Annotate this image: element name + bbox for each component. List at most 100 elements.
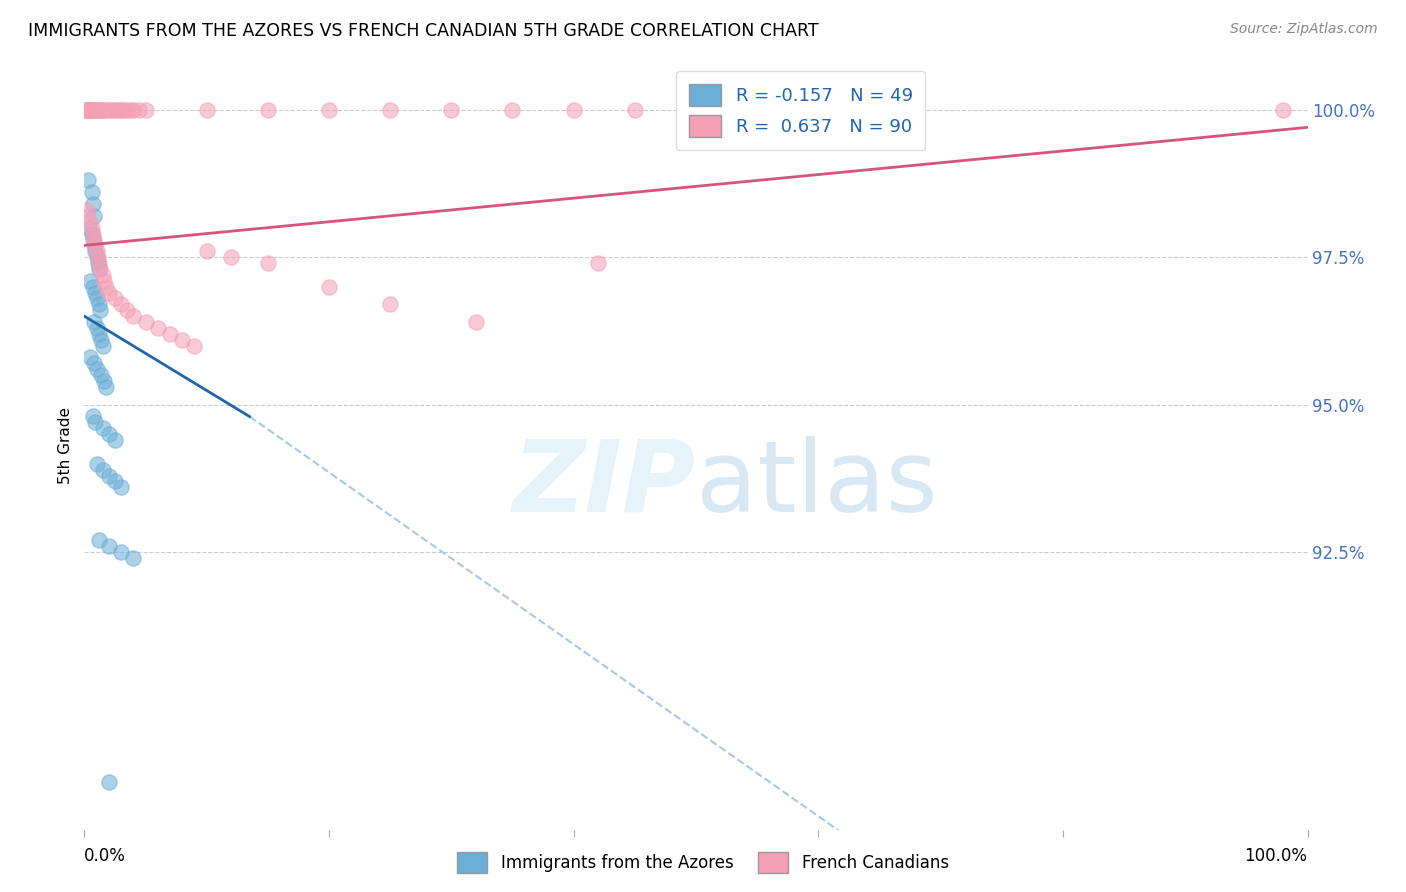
Point [82, 279, 104, 293]
Point [82, 197, 104, 211]
Point [83, 232, 105, 246]
Point [685, 103, 707, 117]
Point [257, 103, 280, 117]
Point [80, 103, 103, 117]
Point [586, 256, 609, 270]
Point [91, 462, 114, 476]
Point [96, 279, 118, 293]
Point [100, 103, 122, 117]
Point [89, 262, 111, 277]
Point [91, 103, 114, 117]
Point [318, 103, 340, 117]
Point [807, 103, 830, 117]
Point [107, 103, 129, 117]
Point [77, 173, 100, 187]
Point [97, 468, 120, 483]
Point [84, 416, 107, 430]
Point [122, 309, 145, 323]
Point [110, 480, 132, 494]
Point [105, 103, 128, 117]
Point [96, 380, 118, 394]
Point [75, 103, 97, 117]
Point [1272, 103, 1295, 117]
Point [87, 297, 110, 311]
Point [80, 227, 103, 241]
Point [172, 333, 194, 347]
Point [257, 256, 280, 270]
Point [87, 262, 110, 277]
Point [562, 103, 585, 117]
Point [159, 326, 181, 341]
Text: 0.0%: 0.0% [84, 847, 127, 865]
Point [93, 274, 115, 288]
Point [115, 303, 138, 318]
Point [87, 326, 110, 341]
Point [97, 103, 120, 117]
Point [104, 475, 127, 489]
Point [195, 244, 218, 259]
Point [110, 545, 132, 559]
Point [80, 186, 103, 200]
Point [77, 103, 100, 117]
Point [82, 232, 104, 246]
Point [869, 103, 891, 117]
Point [91, 339, 114, 353]
Point [318, 279, 340, 293]
Point [77, 103, 100, 117]
Point [440, 103, 463, 117]
Point [86, 292, 108, 306]
Point [79, 215, 101, 229]
Point [79, 103, 101, 117]
Point [79, 103, 101, 117]
Point [747, 103, 769, 117]
Point [502, 103, 524, 117]
Point [110, 103, 132, 117]
Point [84, 285, 107, 300]
Point [219, 250, 242, 264]
Point [86, 103, 108, 117]
Text: atlas: atlas [696, 436, 938, 533]
Point [93, 103, 115, 117]
Point [90, 333, 112, 347]
Point [146, 321, 169, 335]
Point [82, 227, 104, 241]
Legend: R = -0.157   N = 49, R =  0.637   N = 90: R = -0.157 N = 49, R = 0.637 N = 90 [676, 71, 925, 150]
Point [135, 103, 157, 117]
Legend: Immigrants from the Azores, French Canadians: Immigrants from the Azores, French Canad… [450, 846, 956, 880]
Point [87, 103, 110, 117]
Point [380, 103, 402, 117]
Point [91, 421, 114, 435]
Point [79, 103, 101, 117]
Point [97, 539, 120, 553]
Point [86, 362, 108, 376]
Text: IMMIGRANTS FROM THE AZORES VS FRENCH CANADIAN 5TH GRADE CORRELATION CHART: IMMIGRANTS FROM THE AZORES VS FRENCH CAN… [28, 22, 818, 40]
Point [84, 103, 107, 117]
Point [103, 103, 125, 117]
Point [90, 103, 112, 117]
Point [183, 339, 205, 353]
Point [624, 103, 647, 117]
Point [76, 103, 98, 117]
Text: ZIP: ZIP [513, 436, 696, 533]
Point [82, 409, 104, 424]
Point [195, 103, 218, 117]
Point [84, 238, 107, 252]
Point [112, 103, 135, 117]
Point [87, 103, 110, 117]
Point [89, 303, 111, 318]
Point [77, 103, 100, 117]
Point [122, 551, 145, 566]
Point [87, 256, 110, 270]
Point [128, 103, 150, 117]
Point [464, 315, 486, 329]
Point [83, 209, 105, 223]
Point [104, 292, 127, 306]
Point [77, 220, 100, 235]
Point [86, 321, 108, 335]
Point [89, 103, 111, 117]
Point [83, 103, 105, 117]
Point [77, 103, 100, 117]
Point [77, 209, 100, 223]
Point [76, 202, 98, 217]
Point [83, 356, 105, 370]
